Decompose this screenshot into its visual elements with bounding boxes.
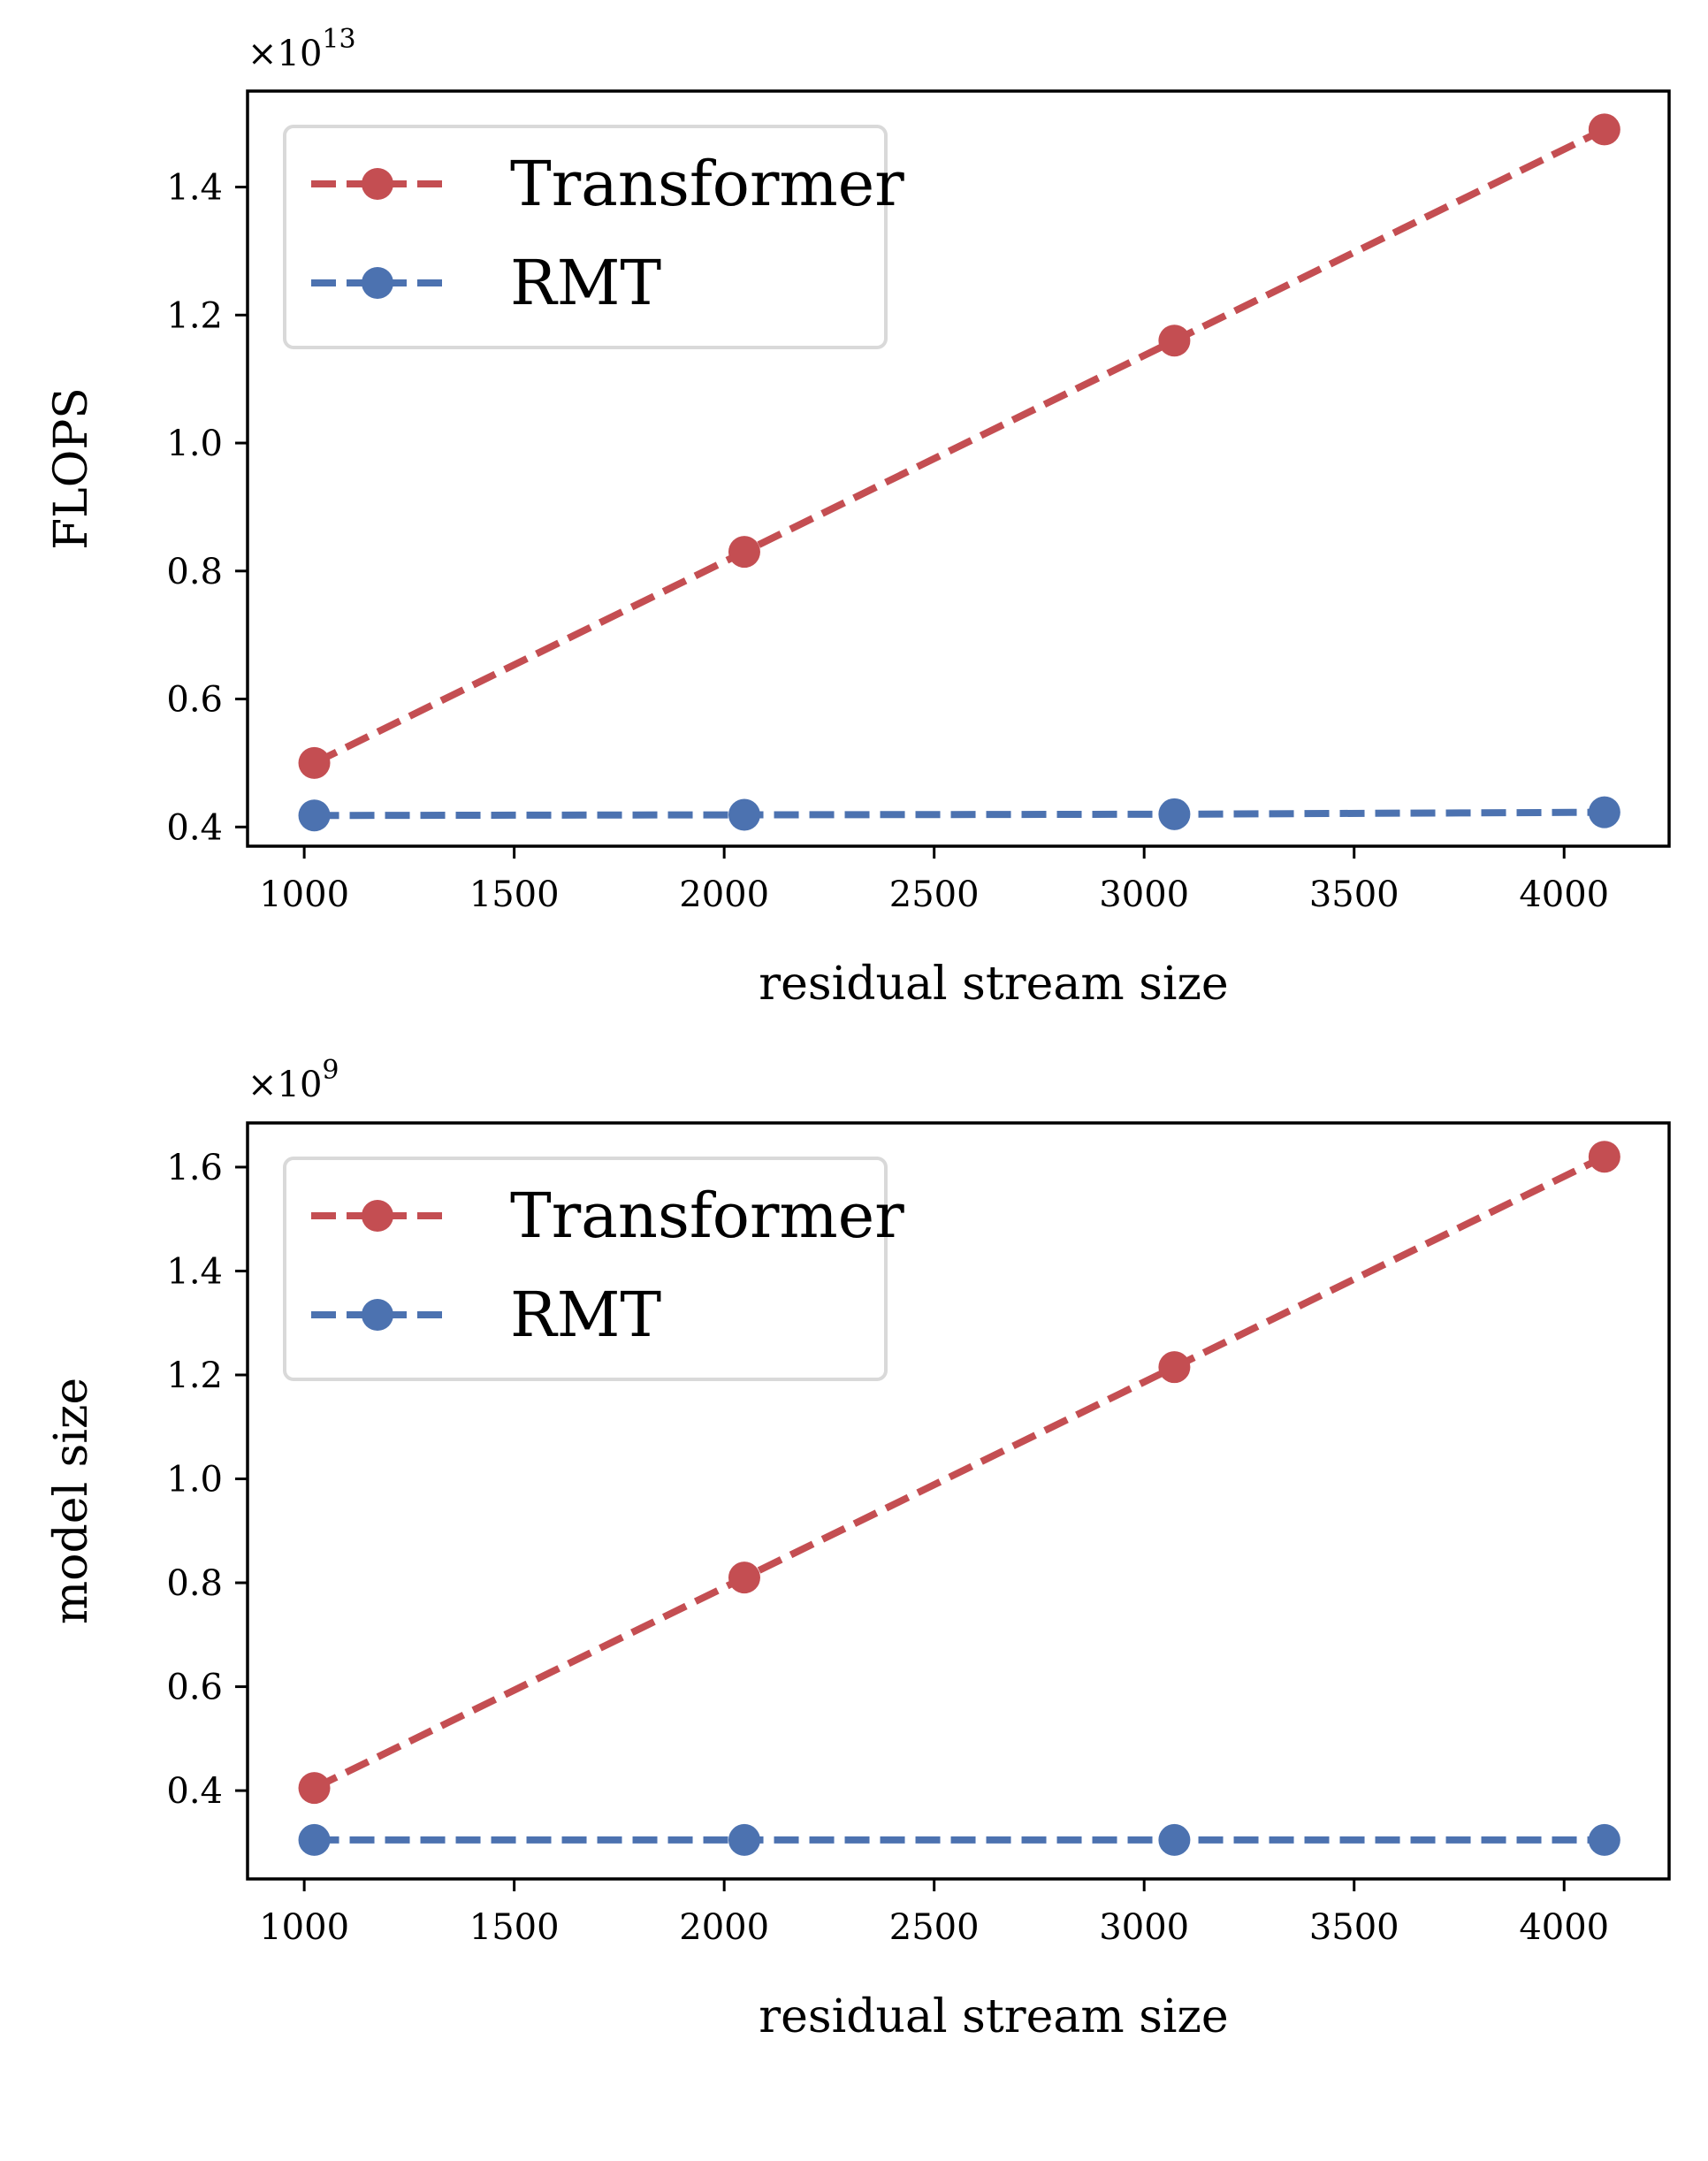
data-point bbox=[1588, 1141, 1620, 1173]
y-tick-label: 0.8 bbox=[166, 1563, 223, 1604]
y-multiplier-exponent: 9 bbox=[322, 1055, 339, 1086]
legend-entry: Transformer bbox=[311, 1180, 904, 1252]
y-tick-label: 0.6 bbox=[166, 1668, 223, 1708]
data-point bbox=[298, 746, 331, 779]
data-point bbox=[298, 799, 331, 832]
y-tick-label: 0.8 bbox=[166, 552, 223, 592]
x-tick-label: 1000 bbox=[259, 874, 349, 915]
legend-entry: RMT bbox=[311, 1279, 661, 1351]
y-tick-label: 1.2 bbox=[166, 295, 223, 336]
y-axis-label: FLOPS bbox=[45, 387, 98, 550]
series-transformer bbox=[298, 1141, 1620, 1805]
series-transformer bbox=[298, 113, 1620, 779]
y-tick-label: 1.0 bbox=[166, 424, 223, 464]
data-point bbox=[298, 1772, 331, 1805]
legend-label: RMT bbox=[510, 247, 661, 319]
legend: Transformer RMT bbox=[283, 1157, 904, 1381]
legend-label: RMT bbox=[510, 1279, 661, 1351]
x-tick-label: 1500 bbox=[469, 1907, 560, 1948]
legend-entry: Transformer bbox=[311, 148, 904, 220]
data-point bbox=[1158, 325, 1191, 357]
x-tick-label: 2500 bbox=[889, 874, 980, 915]
y-tick-label: 0.6 bbox=[166, 680, 223, 721]
x-tick-label: 3000 bbox=[1099, 874, 1189, 915]
legend-entry: RMT bbox=[311, 247, 661, 319]
y-multiplier-base: ×10 bbox=[248, 1065, 322, 1105]
y-tick-label: 1.2 bbox=[166, 1355, 223, 1396]
y-axis-multiplier: ×109 bbox=[248, 1055, 339, 1105]
y-tick-label: 0.4 bbox=[166, 1771, 223, 1812]
legend-marker bbox=[362, 267, 393, 299]
series-line bbox=[312, 1153, 1606, 1791]
x-tick-label: 3500 bbox=[1309, 874, 1399, 915]
data-point bbox=[1588, 796, 1620, 829]
legend-marker bbox=[362, 1299, 393, 1331]
y-axis-multiplier: ×1013 bbox=[248, 24, 356, 74]
y-tick-label: 0.4 bbox=[166, 807, 223, 848]
data-point bbox=[1588, 113, 1620, 146]
y-multiplier-base: ×10 bbox=[248, 34, 322, 74]
plot-frame bbox=[246, 1121, 1671, 1881]
y-tick-label: 1.0 bbox=[166, 1460, 223, 1500]
series-line bbox=[314, 808, 1605, 820]
x-axis-label: residual stream size bbox=[759, 958, 1228, 1011]
x-tick-label: 4000 bbox=[1519, 874, 1609, 915]
data-point bbox=[728, 1562, 760, 1594]
x-tick-label: 1000 bbox=[259, 1907, 349, 1948]
x-tick-label: 1500 bbox=[469, 874, 560, 915]
data-point bbox=[728, 536, 760, 569]
x-tick-label: 4000 bbox=[1519, 1907, 1609, 1948]
data-point bbox=[728, 1823, 760, 1856]
y-multiplier-exponent: 13 bbox=[322, 24, 355, 55]
y-tick-label: 1.4 bbox=[166, 1251, 223, 1292]
plot-frame bbox=[246, 89, 1671, 848]
x-tick-label: 3500 bbox=[1309, 1907, 1399, 1948]
legend-label: Transformer bbox=[510, 148, 904, 220]
x-tick-label: 2000 bbox=[679, 874, 769, 915]
series-rmt bbox=[298, 796, 1620, 832]
data-point bbox=[1158, 1823, 1191, 1856]
y-tick-label: 1.4 bbox=[166, 168, 223, 209]
legend-marker bbox=[362, 1200, 393, 1232]
legend-marker bbox=[362, 168, 393, 200]
chart-panel-1: 1000 1500 2000 2500 3000 3500 4000 0.4 0.6 0.8 1.0… bbox=[45, 24, 1671, 1011]
legend-label: Transformer bbox=[510, 1180, 904, 1252]
data-point bbox=[298, 1823, 331, 1856]
chart-panel-2: 1000 1500 2000 2500 3000 3500 4000 0.4 0.6 0.8 1.0… bbox=[45, 1055, 1671, 2043]
legend: Transformer RMT bbox=[283, 125, 904, 349]
x-tick-label: 2500 bbox=[889, 1907, 980, 1948]
series-line bbox=[312, 126, 1606, 767]
series-rmt bbox=[298, 1823, 1620, 1856]
y-axis-label: model size bbox=[45, 1378, 98, 1624]
x-axis-label: residual stream size bbox=[759, 1990, 1228, 2043]
data-point bbox=[728, 798, 760, 831]
data-point bbox=[1588, 1823, 1620, 1856]
x-tick-label: 2000 bbox=[679, 1907, 769, 1948]
x-tick-label: 3000 bbox=[1099, 1907, 1189, 1948]
data-point bbox=[1158, 1351, 1191, 1384]
y-tick-label: 1.6 bbox=[166, 1148, 223, 1188]
data-point bbox=[1158, 798, 1191, 830]
